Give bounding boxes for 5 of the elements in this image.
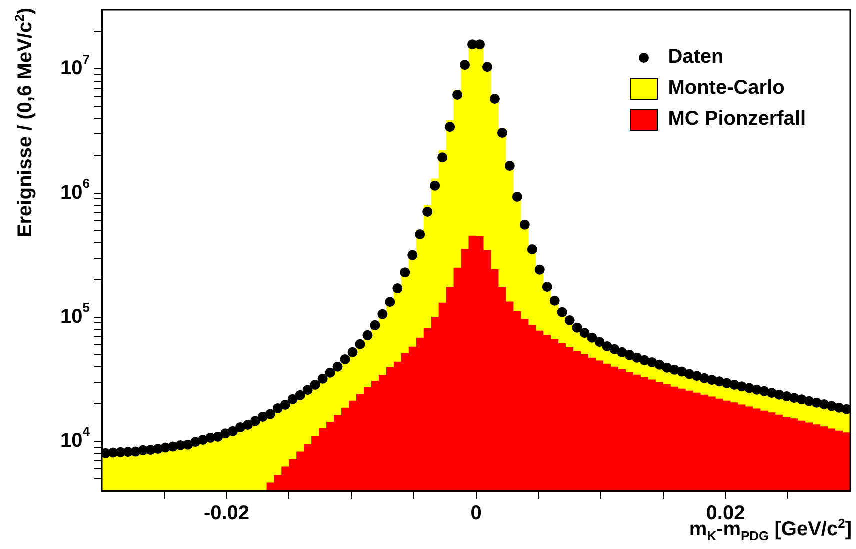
legend-label: MC Pionzerfall	[668, 108, 806, 131]
x-tick-label: -0.02	[204, 502, 250, 525]
legend-label: Monte-Carlo	[668, 77, 785, 100]
legend-label: Daten	[668, 46, 724, 69]
x-tick-label: 0	[470, 502, 482, 525]
